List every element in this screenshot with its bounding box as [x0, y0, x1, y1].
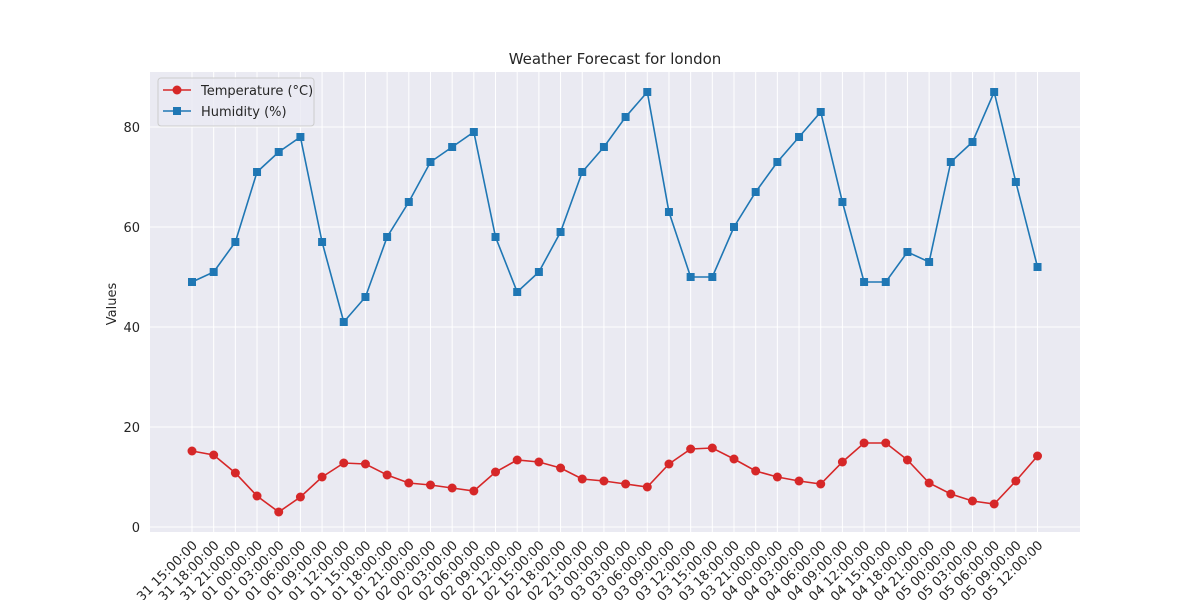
data-point: [361, 293, 370, 301]
legend: Temperature (°C) Humidity (%): [157, 77, 315, 127]
data-point: [253, 168, 262, 176]
data-point: [686, 444, 696, 454]
data-point: [816, 479, 826, 489]
data-point: [296, 133, 305, 141]
y-tick-label: 40: [123, 321, 140, 336]
chart-title: Weather Forecast for london: [509, 50, 722, 68]
legend-marker: [172, 85, 182, 95]
data-point: [274, 507, 284, 517]
data-point: [708, 273, 717, 281]
data-point: [404, 478, 414, 488]
data-point: [707, 443, 717, 453]
data-point: [534, 457, 544, 467]
data-point: [860, 278, 869, 286]
data-point: [664, 459, 674, 469]
plot-area: [150, 72, 1080, 532]
data-point: [1011, 476, 1021, 486]
data-point: [230, 468, 240, 478]
data-point: [425, 480, 435, 490]
data-point: [1033, 263, 1042, 271]
data-point: [513, 288, 522, 296]
data-point: [924, 478, 934, 488]
data-point: [187, 446, 197, 456]
data-point: [859, 438, 869, 448]
data-point: [1011, 178, 1020, 186]
data-point: [643, 88, 652, 96]
legend-label: Humidity (%): [201, 105, 287, 120]
data-point: [188, 278, 196, 286]
data-point: [578, 168, 587, 176]
y-tick-label: 0: [132, 521, 140, 536]
data-point: [448, 143, 457, 151]
data-point: [621, 479, 631, 489]
data-point: [512, 455, 522, 465]
data-point: [404, 198, 413, 206]
y-tick-label: 20: [123, 421, 140, 436]
data-point: [469, 128, 478, 136]
y-tick-label: 60: [123, 221, 140, 236]
y-tick-label: 80: [123, 121, 140, 136]
data-point: [295, 492, 305, 502]
data-point: [751, 188, 760, 196]
data-point: [946, 158, 955, 166]
data-point: [209, 268, 218, 276]
data-point: [339, 458, 349, 468]
data-point: [1033, 451, 1043, 461]
series-line: [191, 442, 1039, 513]
data-point: [360, 459, 370, 469]
data-point: [838, 198, 847, 206]
data-point: [795, 133, 804, 141]
data-point: [751, 466, 761, 476]
data-point: [339, 318, 348, 326]
data-point: [686, 273, 695, 281]
data-point: [534, 268, 543, 276]
series-line: [191, 89, 1039, 324]
data-point: [881, 438, 891, 448]
legend-label: Temperature (°C): [200, 84, 313, 99]
data-point: [990, 88, 999, 96]
data-point: [317, 472, 327, 482]
data-point: [577, 474, 587, 484]
data-point: [730, 223, 738, 231]
data-point: [925, 258, 934, 266]
data-point: [967, 496, 977, 506]
data-point: [773, 158, 782, 166]
data-point: [556, 463, 566, 473]
data-point: [946, 489, 956, 499]
data-point: [274, 148, 283, 156]
data-point: [881, 278, 890, 286]
data-point: [664, 208, 673, 216]
data-point: [837, 457, 847, 467]
data-point: [252, 491, 262, 501]
legend-marker: [173, 107, 181, 115]
y-axis-label: Values: [105, 283, 120, 326]
data-point: [902, 455, 912, 465]
data-point: [383, 233, 392, 241]
data-point: [382, 470, 392, 480]
data-point: [989, 499, 999, 509]
data-point: [556, 228, 565, 236]
data-point: [491, 467, 501, 477]
data-point: [599, 143, 608, 151]
data-point: [729, 454, 739, 464]
data-point: [621, 113, 630, 121]
data-point: [794, 476, 804, 486]
data-point: [903, 248, 912, 256]
data-point: [642, 482, 652, 492]
data-point: [231, 238, 240, 246]
data-point: [816, 108, 825, 116]
data-point: [318, 238, 327, 246]
legend-box: [157, 77, 315, 127]
data-point: [447, 483, 457, 493]
data-point: [469, 486, 479, 496]
data-point: [426, 158, 435, 166]
data-point: [968, 138, 977, 146]
data-point: [772, 472, 782, 482]
data-point: [599, 476, 609, 486]
data-point: [209, 450, 219, 460]
data-point: [491, 233, 500, 241]
